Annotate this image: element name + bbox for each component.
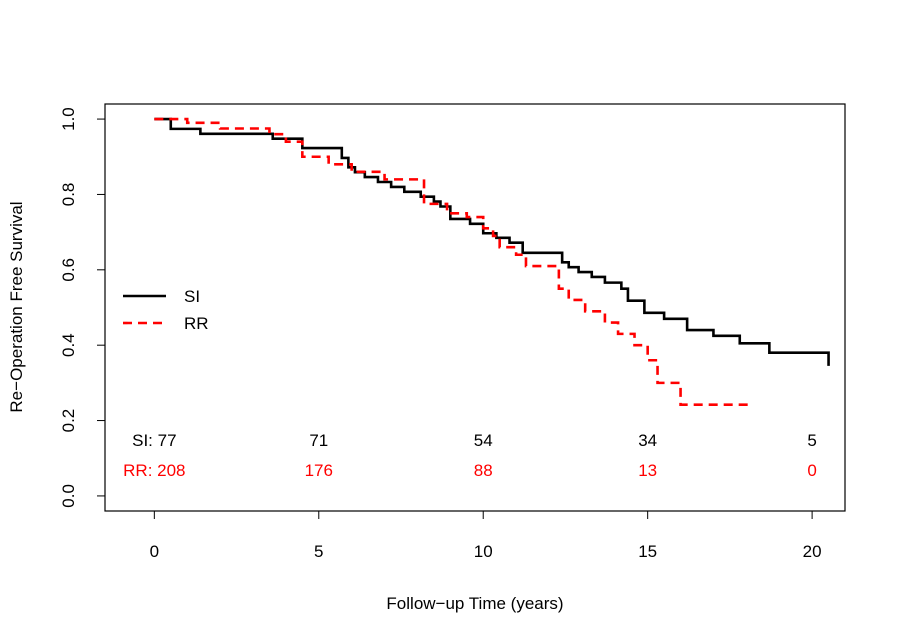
legend-label: RR bbox=[184, 314, 209, 333]
series-layer bbox=[154, 117, 830, 407]
x-tick-label: 5 bbox=[314, 542, 323, 561]
y-tick-label: 0.0 bbox=[59, 484, 78, 508]
at-risk-value: 5 bbox=[807, 431, 816, 450]
at-risk-value: 13 bbox=[638, 461, 657, 480]
x-tick-label: 15 bbox=[638, 542, 657, 561]
series-line-rr bbox=[154, 117, 753, 407]
series-line-si bbox=[154, 117, 830, 366]
at-risk-value: 88 bbox=[474, 461, 493, 480]
x-axis-label: Follow−up Time (years) bbox=[386, 594, 563, 613]
at-risk-value: 34 bbox=[638, 431, 657, 450]
y-tick-label: 0.2 bbox=[59, 409, 78, 433]
x-tick-label: 20 bbox=[803, 542, 822, 561]
at-risk-value: 0 bbox=[807, 461, 816, 480]
at-risk-value: 176 bbox=[305, 461, 333, 480]
at-risk-value: 54 bbox=[474, 431, 493, 450]
y-tick-label: 0.4 bbox=[59, 333, 78, 357]
y-tick-label: 1.0 bbox=[59, 107, 78, 131]
x-axis: 0 5 10 15 20 bbox=[150, 510, 822, 561]
x-tick-label: 10 bbox=[474, 542, 493, 561]
x-tick-label: 0 bbox=[150, 542, 159, 561]
legend: SI RR bbox=[123, 287, 209, 333]
y-tick-label: 0.8 bbox=[59, 183, 78, 207]
y-axis-label: Re−Operation Free Survival bbox=[7, 201, 26, 412]
legend-label: SI bbox=[184, 287, 200, 306]
at-risk-value: RR: 208 bbox=[123, 461, 185, 480]
y-axis: 0.0 0.2 0.4 0.6 0.8 1.0 bbox=[59, 107, 106, 508]
at-risk-table: SI: 77 71 54 34 5 RR: 208 176 88 13 0 bbox=[123, 431, 817, 480]
y-tick-label: 0.6 bbox=[59, 258, 78, 282]
at-risk-value: 71 bbox=[309, 431, 328, 450]
at-risk-value: SI: 77 bbox=[132, 431, 176, 450]
